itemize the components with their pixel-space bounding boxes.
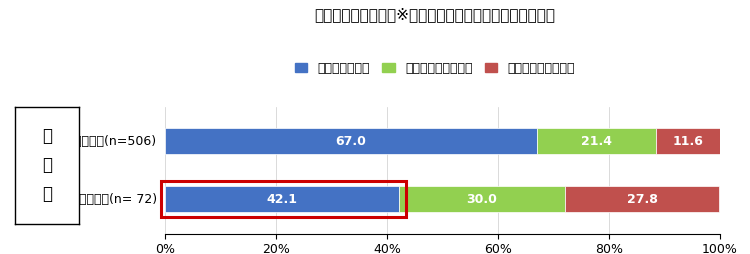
Text: 67.0: 67.0 (335, 135, 366, 148)
Text: 11.6: 11.6 (672, 135, 704, 148)
Text: 30.0: 30.0 (466, 193, 497, 205)
Bar (566, 186, 719, 212)
Bar (160, 181, 407, 217)
Bar (537, 128, 656, 154)
Text: 帰省先と同じ(n=506): 帰省先と同じ(n=506) (59, 135, 157, 148)
Bar (656, 128, 720, 154)
Text: 地元で働きたいか　※帰省先が一都三県以外の学生が対象: 地元で働きたいか ※帰省先が一都三県以外の学生が対象 (314, 8, 556, 23)
Legend: 「働きたい」計, どちらともいえない, 「働きたくない」計: 「働きたい」計, どちらともいえない, 「働きたくない」計 (290, 57, 580, 80)
Bar (165, 186, 399, 212)
Bar (399, 186, 566, 212)
Text: 27.8: 27.8 (627, 193, 658, 205)
Bar (165, 128, 537, 154)
Text: 居
住
地: 居 住 地 (42, 127, 52, 203)
Text: 21.4: 21.4 (580, 135, 612, 148)
Text: 一都三県(n= 72): 一都三県(n= 72) (79, 193, 157, 205)
Text: 42.1: 42.1 (266, 193, 297, 205)
